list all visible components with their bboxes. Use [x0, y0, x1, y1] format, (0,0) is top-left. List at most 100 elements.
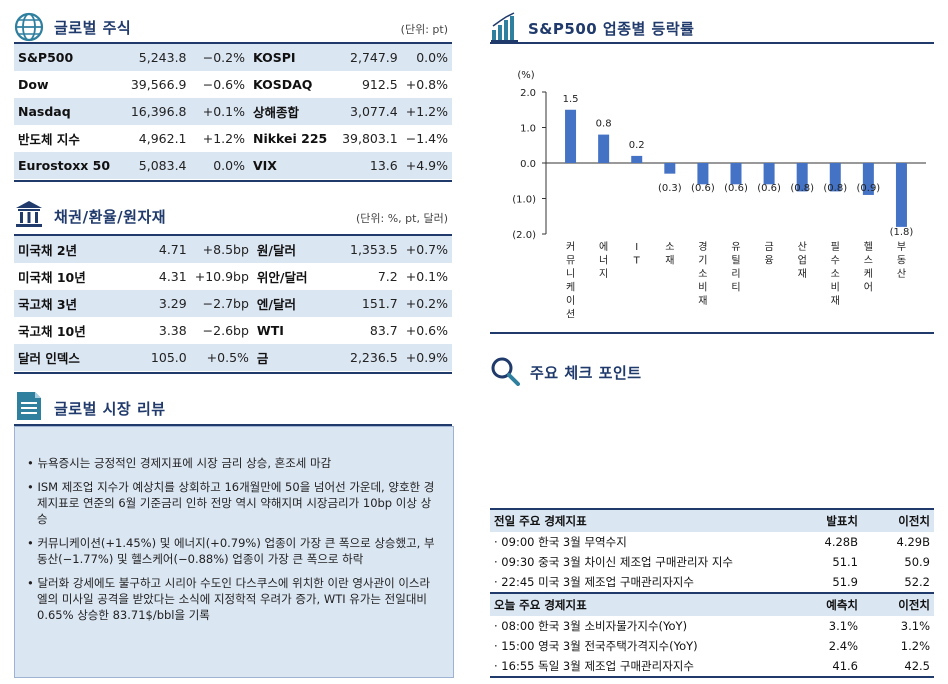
global-stocks-bottom-rule [14, 180, 452, 182]
right-change: +1.2% [401, 98, 452, 125]
left-change: +1.2% [190, 125, 249, 152]
review-item: • 뉴욕증시는 긍정적인 경제지표에 시장 금리 상승, 혼조세 마감 [27, 456, 332, 470]
table-row: 국고채 3년 3.29 −2.7bp 엔/달러 151.7 +0.2% [14, 290, 452, 317]
bar-11 [895, 163, 907, 227]
left-name: Eurostoxx 50 [14, 152, 123, 179]
right-change: +0.9% [401, 344, 452, 371]
right-value: 151.7 [342, 290, 402, 317]
sector-chart-title: S&P500 업종별 등락률 [528, 20, 695, 38]
indicator-previous: 4.29B [896, 535, 931, 549]
global-stocks-title: 글로벌 주식 [54, 19, 132, 37]
right-change: +4.9% [401, 152, 452, 179]
review-top-rule [14, 424, 452, 426]
left-name: 국고채 10년 [14, 317, 123, 344]
today-col-forecast: 예측치 [790, 593, 862, 616]
prev-indicators-title: 전일 주요 경제지표 [490, 510, 790, 532]
right-change: −1.4% [401, 125, 452, 152]
table-row: · 09:00 한국 3월 무역수지 4.28B 4.29B [490, 532, 934, 552]
left-name: 미국채 2년 [14, 236, 123, 263]
right-value: 2,236.5 [342, 344, 402, 371]
document-icon [14, 390, 44, 422]
y-tick-label: 0.0 [520, 159, 536, 170]
data-label: (0.6) [724, 183, 748, 194]
table-row: Eurostoxx 50 5,083.4 0.0% VIX 13.6 +4.9% [14, 152, 452, 179]
left-name: 반도체 지수 [14, 125, 123, 152]
table-row: Dow 39,566.9 −0.6% KOSDAQ 912.5 +0.8% [14, 71, 452, 98]
data-label: (1.8) [890, 227, 914, 238]
left-value: 3.29 [122, 290, 191, 317]
right-change: +0.7% [401, 236, 452, 263]
data-label: (0.3) [658, 183, 682, 194]
left-change: +8.5bp [190, 236, 253, 263]
global-stocks-unit: (단위: pt) [400, 23, 448, 36]
bar-chart-icon [490, 12, 520, 42]
sector-chart-top-rule [490, 42, 934, 44]
data-label: 1.5 [563, 94, 579, 105]
right-name: 위안/달러 [252, 263, 343, 290]
prev-col-actual: 발표치 [790, 510, 862, 532]
prev-indicators-header: 전일 주요 경제지표 발표치 이전치 [490, 510, 934, 532]
indicator-forecast: 3.1% [828, 619, 858, 633]
left-name: S&P500 [14, 44, 123, 71]
right-value: 13.6 [338, 152, 402, 179]
right-change: 0.0% [401, 44, 452, 71]
bar-5 [697, 163, 709, 185]
right-name: 금 [252, 344, 343, 371]
data-label: (0.6) [757, 183, 781, 194]
table-row: · 16:55 독일 3월 제조업 구매관리자지수 41.6 42.5 [490, 656, 934, 676]
left-change: +0.1% [190, 98, 249, 125]
sector-chart-bottom-rule [490, 332, 934, 334]
indicator-forecast: 2.4% [828, 639, 858, 653]
checkpoint-title: 주요 체크 포인트 [530, 364, 642, 382]
left-name: 미국채 10년 [14, 263, 123, 290]
data-label: (0.9) [857, 183, 881, 194]
global-stocks-table: S&P500 5,243.8 −0.2% KOSPI 2,747.9 0.0% Dow 39,… [14, 44, 452, 179]
indicator-name: · 09:30 중국 3월 차이신 제조업 구매관리자 지수 [494, 555, 733, 569]
y-tick-label: 1.0 [520, 124, 536, 135]
right-value: 39,803.1 [338, 125, 402, 152]
right-name: WTI [252, 317, 343, 344]
data-label: (0.8) [790, 183, 814, 194]
left-value: 5,083.4 [122, 152, 191, 179]
indicator-value: 4.28B [824, 535, 859, 549]
left-name: 달러 인덱스 [14, 344, 123, 371]
indicator-name: · 08:00 한국 3월 소비자물가지수(YoY) [494, 619, 688, 633]
data-label: 0.2 [629, 140, 645, 151]
data-label: (0.6) [691, 183, 715, 194]
right-change: +0.6% [401, 317, 452, 344]
bonds-title: 채권/환율/원자재 [54, 208, 167, 226]
bank-building-icon [14, 199, 44, 229]
left-value: 105.0 [122, 344, 191, 371]
review-item: • 달러화 강세에도 불구하고 시리아 수도인 다스쿠스에 위치한 이란 영사관… [27, 576, 431, 622]
indicators-bottom-rule [490, 676, 934, 678]
left-change: −2.7bp [190, 290, 253, 317]
bar-10 [862, 163, 874, 195]
indicator-name: · 22:45 미국 3월 제조업 구매관리자지수 [494, 575, 694, 589]
left-name: Nasdaq [14, 98, 123, 125]
bonds-unit: (단위: %, pt, 달러) [356, 212, 448, 225]
right-name: KOSPI [248, 44, 339, 71]
review-title: 글로벌 시장 리뷰 [54, 400, 166, 418]
right-name: KOSDAQ [248, 71, 339, 98]
right-change: +0.2% [401, 290, 452, 317]
right-value: 1,353.5 [342, 236, 402, 263]
today-col-previous: 이전치 [862, 593, 934, 616]
bar-3 [631, 155, 643, 163]
globe-icon [14, 12, 44, 42]
indicator-name: · 15:00 영국 3월 전국주택가격지수(YoY) [494, 639, 698, 653]
y-tick-label: 2.0 [520, 88, 536, 99]
indicator-previous: 1.2% [900, 639, 930, 653]
bar-7 [763, 163, 775, 185]
bar-1 [565, 109, 577, 163]
left-value: 4.71 [122, 236, 191, 263]
review-item: • ISM 제조업 지수가 예상치를 상회하고 16개월만에 50을 넘어선 가… [27, 480, 435, 526]
